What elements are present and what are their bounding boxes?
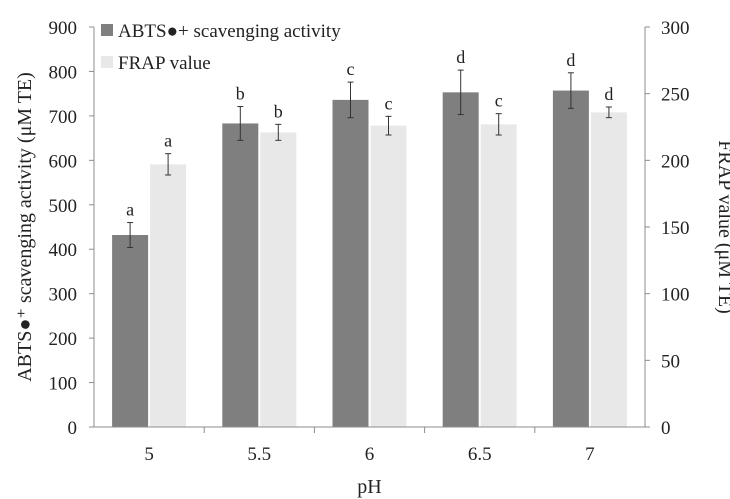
left-tick-label: 400 <box>49 240 78 261</box>
bar-frap <box>150 164 187 428</box>
x-tick-label: 6.5 <box>468 444 492 465</box>
significance-label: a <box>164 131 172 151</box>
bar-abts <box>332 99 369 427</box>
right-tick-label: 50 <box>661 351 680 372</box>
right-tick-label: 0 <box>661 418 671 439</box>
significance-label: d <box>456 47 465 67</box>
right-tick-label: 300 <box>661 18 690 39</box>
right-axis-title: FRAP value (μM TE) <box>714 140 730 314</box>
legend-label-frap: FRAP value <box>118 53 211 74</box>
left-tick-label: 600 <box>49 151 78 172</box>
legend-swatch-abts <box>101 24 113 36</box>
right-tick-label: 200 <box>661 151 690 172</box>
significance-label: a <box>126 200 134 220</box>
bar-abts <box>112 235 149 427</box>
significance-label: d <box>604 84 613 104</box>
right-tick-label: 100 <box>661 285 690 306</box>
bar-frap <box>370 125 407 428</box>
x-axis-title: pH <box>357 476 381 498</box>
bar-frap <box>480 124 517 427</box>
significance-label: b <box>236 84 245 104</box>
bar-frap <box>590 112 627 427</box>
bar-frap <box>260 132 297 428</box>
left-tick-label: 800 <box>49 62 78 83</box>
significance-label: d <box>566 50 575 70</box>
left-tick-label: 900 <box>49 18 78 39</box>
legend-swatch-frap <box>101 56 113 68</box>
bar-abts <box>442 92 479 427</box>
left-tick-label: 700 <box>49 107 78 128</box>
left-tick-label: 500 <box>49 196 78 217</box>
left-tick-label: 300 <box>49 285 78 306</box>
left-tick-label: 0 <box>68 418 78 439</box>
x-tick-label: 5.5 <box>247 444 271 465</box>
left-axis-title: ABTS●⁺ scavenging activity (μM TE) <box>14 72 36 382</box>
right-tick-label: 150 <box>661 218 690 239</box>
x-tick-label: 6 <box>365 444 375 465</box>
significance-label: c <box>385 93 393 113</box>
legend-label-abts: ABTS●+ scavenging activity <box>118 21 341 42</box>
x-tick-label: 5 <box>144 444 154 465</box>
x-tick-label: 7 <box>585 444 595 465</box>
left-tick-label: 200 <box>49 329 78 350</box>
significance-label: c <box>347 59 355 79</box>
bar-abts <box>552 90 589 428</box>
left-tick-label: 100 <box>49 374 78 395</box>
bar-abts <box>222 123 259 427</box>
right-tick-label: 250 <box>661 85 690 106</box>
significance-label: b <box>274 101 283 121</box>
significance-label: c <box>495 91 503 111</box>
